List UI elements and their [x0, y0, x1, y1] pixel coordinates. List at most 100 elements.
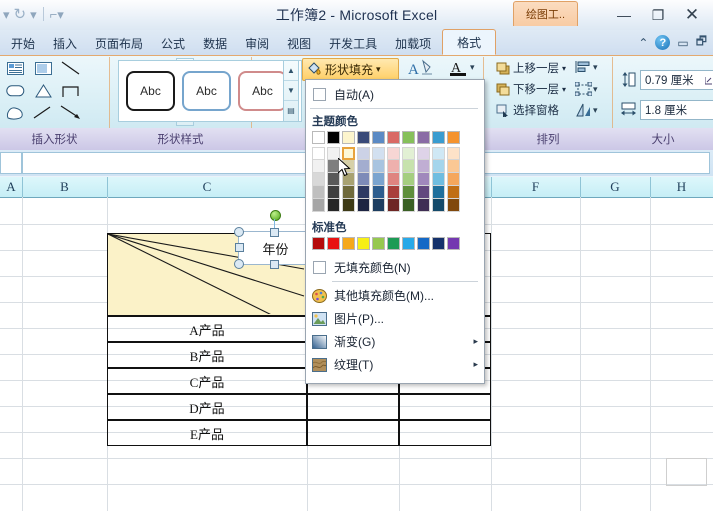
resize-handle-w[interactable]	[235, 243, 244, 252]
tab-format[interactable]: 格式	[442, 29, 497, 55]
texture-submenu-arrow-icon[interactable]: ▸	[473, 359, 478, 369]
theme-color-variant-swatch[interactable]	[312, 199, 325, 212]
standard-color-swatch[interactable]	[417, 237, 430, 250]
column-header-H[interactable]: H	[650, 177, 713, 197]
tab-insert[interactable]: 插入	[53, 36, 78, 51]
theme-color-variant-swatch[interactable]	[327, 173, 340, 186]
theme-color-swatch[interactable]	[357, 131, 370, 144]
rotation-handle[interactable]	[270, 210, 281, 221]
table-cell[interactable]	[399, 394, 491, 420]
tab-data[interactable]: 数据	[203, 36, 228, 51]
theme-color-variant-swatch[interactable]	[417, 147, 430, 160]
column-header-B[interactable]: B	[22, 177, 108, 197]
theme-color-variant-swatch[interactable]	[417, 199, 430, 212]
shape-vertical-text-icon[interactable]	[30, 58, 56, 79]
shape-effects-caret-icon[interactable]: ▾	[470, 62, 475, 72]
column-header-F[interactable]: F	[491, 177, 581, 197]
theme-color-variant-swatch[interactable]	[372, 199, 385, 212]
shape-rounded-rect-icon[interactable]	[2, 80, 28, 101]
theme-color-variant-column[interactable]	[327, 147, 340, 212]
resize-handle-n[interactable]	[270, 228, 279, 237]
size-dialog-launcher[interactable]	[704, 74, 713, 88]
theme-color-variant-swatch[interactable]	[387, 186, 400, 199]
theme-color-swatch[interactable]	[327, 131, 340, 144]
standard-color-swatch[interactable]	[342, 237, 355, 250]
send-backward-caret-icon[interactable]: ▾	[562, 84, 567, 94]
shape-effects-button[interactable]: A	[448, 58, 472, 83]
theme-colors-row[interactable]	[306, 131, 484, 144]
table-cell[interactable]	[307, 394, 399, 420]
standard-color-swatch[interactable]	[312, 237, 325, 250]
selection-pane-button[interactable]: 选择窗格	[496, 102, 559, 118]
shape-fill-button[interactable]: 形状填充 ▾	[302, 58, 399, 81]
theme-color-swatch[interactable]	[447, 131, 460, 144]
theme-color-variant-swatch[interactable]	[372, 173, 385, 186]
theme-color-swatch[interactable]	[402, 131, 415, 144]
standard-color-swatch[interactable]	[357, 237, 370, 250]
standard-color-swatch[interactable]	[372, 237, 385, 250]
shapes-gallery[interactable]	[2, 58, 174, 124]
name-box[interactable]	[0, 152, 22, 174]
shape-elbow-connector-icon[interactable]	[58, 80, 84, 101]
table-row[interactable]: B产品	[107, 342, 307, 368]
standard-color-swatch[interactable]	[432, 237, 445, 250]
theme-color-variant-swatch[interactable]	[312, 186, 325, 199]
column-header-A[interactable]: A	[0, 177, 23, 197]
resize-handle-nw[interactable]	[234, 227, 244, 237]
theme-color-variant-swatch[interactable]	[402, 186, 415, 199]
quick-access-toolbar[interactable]: ▾ ↻ ▾ ⌐▾	[2, 3, 65, 25]
shape-arrow-icon[interactable]	[58, 102, 84, 123]
theme-color-variant-swatch[interactable]	[357, 160, 370, 173]
theme-color-variant-swatch[interactable]	[447, 147, 460, 160]
shape-style-sample-1[interactable]: Abc	[126, 71, 175, 111]
theme-color-variant-swatch[interactable]	[327, 147, 340, 160]
shape-scribble-icon[interactable]	[30, 102, 56, 123]
theme-color-variant-column[interactable]	[312, 147, 325, 212]
bring-forward-button[interactable]: 上移一层 ▾	[496, 60, 566, 76]
shape-freeform-icon[interactable]	[2, 102, 28, 123]
shape-style-sample-3[interactable]: Abc	[238, 71, 287, 111]
table-row[interactable]: E产品	[107, 420, 307, 446]
theme-color-variant-swatch[interactable]	[357, 199, 370, 212]
theme-color-variant-column[interactable]	[372, 147, 385, 212]
theme-color-variant-swatch[interactable]	[342, 199, 355, 212]
rotate-button[interactable]	[575, 103, 592, 120]
tab-developer[interactable]: 开发工具	[329, 36, 378, 51]
align-button[interactable]	[575, 60, 592, 77]
tab-view[interactable]: 视图	[287, 36, 312, 51]
shape-fill-dropdown[interactable]: 自动(A) 主题颜色 标准色 无填充颜色(N) 其他填充颜色(M)... 图片(…	[305, 79, 485, 384]
tab-formulas[interactable]: 公式	[161, 36, 186, 51]
theme-color-swatch[interactable]	[342, 131, 355, 144]
theme-color-variant-swatch[interactable]	[387, 173, 400, 186]
help-icon[interactable]: ?	[655, 35, 671, 50]
tab-addins[interactable]: 加载项	[395, 36, 432, 51]
theme-color-variant-swatch[interactable]	[372, 147, 385, 160]
styles-scroll-down-button[interactable]: ▼	[284, 81, 298, 101]
theme-color-variant-swatch[interactable]	[312, 173, 325, 186]
theme-color-variant-column[interactable]	[387, 147, 400, 212]
theme-color-variant-swatch[interactable]	[432, 186, 445, 199]
minimize-window-icon[interactable]: ▭	[677, 35, 689, 50]
resize-handle-s[interactable]	[270, 260, 279, 269]
theme-color-variant-swatch[interactable]	[342, 186, 355, 199]
theme-color-variant-swatch[interactable]	[432, 160, 445, 173]
texture-fill-item[interactable]: 纹理(T) ▸	[306, 353, 484, 376]
shape-styles-gallery[interactable]: Abc Abc Abc	[118, 60, 302, 122]
align-caret-icon[interactable]: ▾	[593, 62, 598, 72]
theme-color-variant-column[interactable]	[417, 147, 430, 212]
theme-color-variant-swatch[interactable]	[357, 186, 370, 199]
resize-handle-sw[interactable]	[234, 259, 244, 269]
theme-color-variant-swatch[interactable]	[402, 147, 415, 160]
theme-color-variant-swatch[interactable]	[432, 147, 445, 160]
theme-color-variants[interactable]	[306, 147, 484, 212]
theme-color-variant-swatch[interactable]	[372, 186, 385, 199]
theme-color-variant-column[interactable]	[342, 147, 355, 212]
theme-color-variant-column[interactable]	[402, 147, 415, 212]
tab-review[interactable]: 审阅	[245, 36, 270, 51]
standard-color-swatch[interactable]	[387, 237, 400, 250]
more-fill-colors-item[interactable]: 其他填充颜色(M)...	[306, 284, 484, 307]
theme-color-variant-swatch[interactable]	[447, 173, 460, 186]
theme-color-variant-swatch[interactable]	[327, 199, 340, 212]
column-header-C[interactable]: C	[107, 177, 308, 197]
redo-icon[interactable]: ↻	[13, 5, 27, 23]
